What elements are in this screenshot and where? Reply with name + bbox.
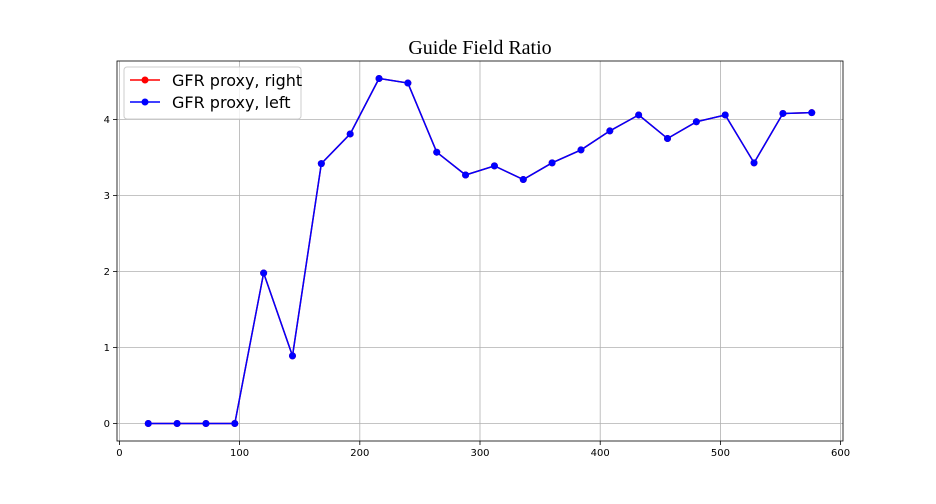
data-point <box>692 118 700 126</box>
data-point <box>490 162 498 170</box>
data-point <box>808 109 816 117</box>
data-point <box>548 159 556 167</box>
x-tick-label: 600 <box>831 448 850 459</box>
x-tick-label: 200 <box>350 448 369 459</box>
data-point <box>606 127 614 135</box>
data-point <box>375 74 383 82</box>
y-tick-label: 4 <box>104 115 110 126</box>
legend-label: GFR proxy, left <box>172 93 291 112</box>
series-left <box>144 74 816 428</box>
legend-marker <box>141 76 149 84</box>
data-point <box>635 111 643 119</box>
data-point <box>519 176 527 184</box>
legend-entry: GFR proxy, left <box>130 93 291 112</box>
data-point <box>288 352 296 360</box>
x-tick-label: 300 <box>470 448 489 459</box>
data-point <box>779 109 787 117</box>
data-point <box>173 420 181 428</box>
axis-ticks: 0 100 200 300 400 500 600 0 1 2 3 4 <box>104 115 851 459</box>
x-tick-label: 0 <box>116 448 122 459</box>
legend-frame <box>123 66 302 120</box>
data-point <box>404 79 412 87</box>
x-tick-label: 500 <box>711 448 730 459</box>
data-point <box>202 420 210 428</box>
data-point <box>721 111 729 119</box>
data-point <box>317 160 325 168</box>
series-line <box>148 77 812 425</box>
x-tick-label: 100 <box>230 448 249 459</box>
y-tick-label: 3 <box>104 191 110 202</box>
y-tick-label: 1 <box>104 343 110 354</box>
data-point <box>577 146 585 154</box>
data-point <box>346 130 354 138</box>
legend: GFR proxy, right GFR proxy, left <box>123 66 302 120</box>
y-tick-label: 0 <box>104 419 110 430</box>
chart-title: Guide Field Ratio <box>408 37 551 59</box>
legend-marker <box>141 98 149 106</box>
data-point <box>260 269 268 277</box>
legend-label: GFR proxy, right <box>172 71 302 90</box>
y-tick-label: 2 <box>104 267 110 278</box>
legend-entry: GFR proxy, right <box>130 71 302 90</box>
data-point <box>462 171 470 179</box>
data-point <box>231 420 239 428</box>
data-point <box>433 148 441 156</box>
series-layer <box>144 74 816 428</box>
data-point <box>144 420 152 428</box>
grid <box>117 61 843 441</box>
data-point <box>750 159 758 167</box>
data-point <box>664 135 672 143</box>
x-tick-label: 400 <box>591 448 610 459</box>
